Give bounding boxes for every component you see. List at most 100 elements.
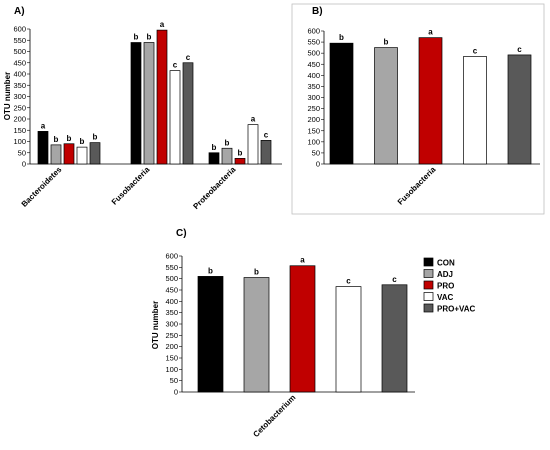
y-tick-label: 250	[307, 104, 320, 113]
significance-letter: b	[212, 143, 217, 152]
y-tick-label: 450	[307, 60, 320, 69]
panel-label: B)	[312, 6, 323, 17]
significance-letter: b	[225, 138, 230, 147]
significance-letter: b	[254, 268, 259, 277]
y-tick-label: 300	[13, 92, 26, 101]
bar	[260, 140, 272, 165]
y-tick-label: 500	[165, 274, 178, 283]
bar	[247, 124, 259, 165]
bar	[374, 47, 398, 165]
bar	[182, 62, 194, 165]
bar	[63, 143, 75, 165]
y-tick-label: 500	[13, 47, 26, 56]
category-label: Fusobacteria	[396, 165, 438, 207]
y-tick-label: 550	[307, 38, 320, 47]
bar	[76, 146, 88, 165]
y-tick-label: 450	[13, 58, 26, 67]
bar	[234, 158, 246, 165]
y-tick-label: 550	[13, 36, 26, 45]
chart-panel-b: B) 0 50 100 150 200 250 300 350 400 450 500 550 600 b b…	[307, 6, 540, 207]
significance-letter: a	[160, 20, 165, 29]
y-tick-label: 150	[13, 126, 26, 135]
legend-swatch	[423, 280, 434, 290]
significance-letter: b	[93, 133, 98, 142]
y-tick-label: 150	[307, 126, 320, 135]
y-axis-label: OTU number	[3, 72, 12, 120]
bar	[197, 276, 224, 393]
panel-label: C)	[176, 228, 187, 239]
y-tick-label: 100	[13, 137, 26, 146]
significance-letter: c	[517, 45, 522, 54]
panel-label: A)	[14, 6, 25, 17]
bar	[289, 265, 316, 393]
y-tick-label: 400	[13, 70, 26, 79]
bar	[221, 147, 233, 165]
y-axis-label: OTU number	[151, 301, 160, 349]
legend-label: CON	[437, 259, 455, 268]
significance-letter: b	[54, 135, 59, 144]
bar	[37, 131, 49, 165]
y-tick-label: 350	[165, 308, 178, 317]
bar	[381, 284, 408, 393]
legend-swatch	[423, 257, 434, 267]
significance-letter: a	[41, 121, 46, 130]
significance-letter: a	[428, 28, 433, 37]
y-tick-label: 0	[174, 388, 178, 397]
significance-letter: a	[251, 115, 256, 124]
y-tick-label: 500	[307, 49, 320, 58]
significance-letter: a	[300, 256, 305, 265]
significance-letter: c	[346, 277, 351, 286]
y-tick-label: 300	[307, 93, 320, 102]
y-tick-label: 400	[165, 297, 178, 306]
legend-label: VAC	[437, 293, 454, 302]
y-tick-label: 250	[13, 103, 26, 112]
y-tick-label: 0	[316, 160, 320, 169]
y-tick-label: 200	[13, 115, 26, 124]
significance-letter: b	[339, 33, 344, 42]
y-tick-label: 0	[22, 160, 26, 169]
legend: CON ADJ PRO VAC PRO+VAC	[423, 257, 476, 314]
bar	[130, 42, 142, 165]
bar	[208, 152, 220, 165]
y-tick-label: 600	[13, 25, 26, 34]
y-tick-label: 400	[307, 71, 320, 80]
y-tick-label: 450	[165, 286, 178, 295]
y-tick-label: 300	[165, 320, 178, 329]
bar	[507, 54, 532, 165]
bar	[143, 42, 155, 165]
y-tick-label: 550	[165, 263, 178, 272]
y-tick-label: 350	[13, 81, 26, 90]
bar	[156, 29, 168, 165]
legend-label: ADJ	[437, 270, 453, 279]
y-tick-label: 200	[165, 342, 178, 351]
bar	[50, 144, 62, 165]
category-label: Bacteroidetes	[20, 165, 64, 209]
significance-letter: b	[384, 38, 389, 47]
chart-panel-a: A) 0 50 100 150 200 250 300 350 400 450 500 550 600 OT…	[3, 6, 282, 211]
significance-letter: b	[134, 33, 139, 42]
y-tick-label: 250	[165, 331, 178, 340]
significance-letter: b	[67, 134, 72, 143]
legend-label: PRO	[437, 282, 454, 291]
y-tick-label: 100	[165, 365, 178, 374]
significance-letter: b	[147, 33, 152, 42]
y-tick-label: 600	[307, 27, 320, 36]
category-label: Cetobacterium	[251, 393, 297, 439]
significance-letter: b	[80, 137, 85, 146]
bar	[463, 56, 487, 165]
bar	[89, 142, 101, 165]
legend-swatch	[423, 292, 434, 301]
bar	[335, 286, 362, 393]
legend-label: PRO+VAC	[437, 305, 476, 314]
y-tick-label: 50	[170, 376, 178, 385]
bar	[169, 70, 181, 165]
y-tick-label: 200	[307, 115, 320, 124]
significance-letter: c	[173, 61, 178, 70]
y-tick-label: 150	[165, 354, 178, 363]
chart-panel-c: C) 0 50 100 150 200 250 300 350 400 450 500 550 600 OT…	[151, 228, 415, 439]
significance-letter: b	[208, 266, 213, 275]
y-tick-label: 600	[165, 252, 178, 261]
y-tick-label: 50	[312, 148, 320, 157]
significance-letter: c	[392, 275, 397, 284]
